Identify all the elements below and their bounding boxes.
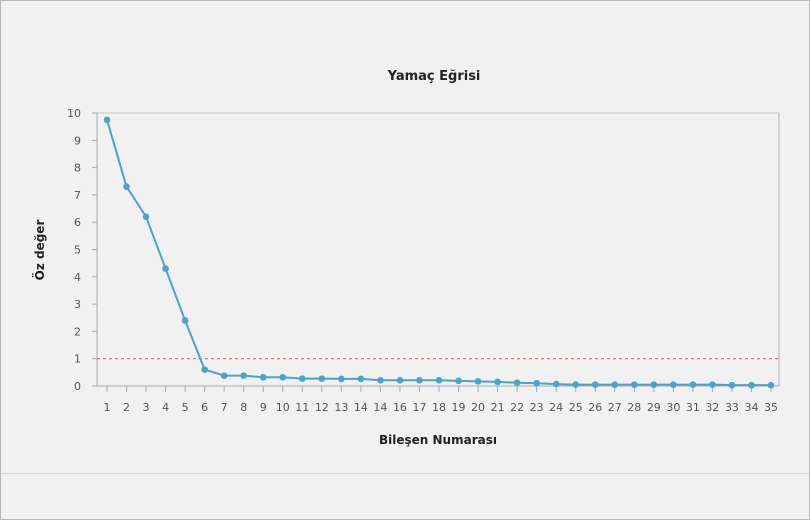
x-tick-label: 22 — [510, 401, 524, 414]
data-point — [572, 381, 580, 388]
data-point — [513, 379, 521, 387]
x-tick-label: 26 — [588, 401, 602, 414]
y-tick-label: 10 — [67, 107, 81, 120]
data-point — [494, 378, 501, 386]
x-tick-label: 23 — [530, 401, 544, 414]
x-tick-label: 11 — [295, 401, 309, 414]
x-tick-label: 28 — [627, 401, 641, 414]
y-tick-label: 4 — [74, 271, 81, 284]
x-tick-label: 12 — [315, 401, 329, 414]
data-point — [357, 375, 365, 383]
data-point — [767, 381, 775, 389]
data-point — [377, 376, 384, 384]
data-point — [220, 372, 228, 379]
x-tick-label: 19 — [452, 401, 466, 414]
y-tick-label: 3 — [74, 298, 81, 311]
x-tick-label: 20 — [471, 401, 485, 414]
x-tick-label: 10 — [276, 401, 290, 414]
y-tick-label: 2 — [74, 325, 81, 338]
x-tick-label: 1 — [104, 401, 111, 414]
data-point — [318, 375, 326, 382]
x-tick-label: 14 — [354, 401, 368, 414]
data-point — [591, 381, 599, 388]
x-tick-label: 29 — [647, 401, 661, 414]
x-tick-label: 7 — [221, 401, 228, 414]
x-tick-label: 14 — [373, 401, 387, 414]
data-point — [181, 317, 189, 324]
data-point — [552, 380, 560, 388]
y-tick-label: 9 — [74, 134, 81, 147]
data-point — [416, 376, 423, 384]
x-tick-label: 18 — [432, 401, 446, 414]
data-point — [611, 381, 619, 388]
data-point — [201, 366, 208, 373]
data-point — [162, 265, 169, 272]
data-point — [338, 375, 345, 383]
chart-title: Yamaç Eğrisi — [387, 69, 481, 84]
x-tick-label: 24 — [549, 401, 563, 414]
y-axis-label: Öz değer — [32, 220, 47, 281]
data-point — [709, 381, 716, 388]
y-tick-label: 1 — [74, 353, 81, 366]
data-point — [533, 379, 540, 387]
data-point — [689, 381, 697, 388]
x-tick-label: 6 — [201, 401, 208, 414]
data-point — [650, 381, 658, 388]
data-point — [748, 381, 755, 389]
divider — [1, 473, 809, 474]
data-point — [396, 376, 404, 384]
y-tick-label: 5 — [74, 244, 81, 257]
data-point — [474, 378, 482, 385]
x-tick-label: 33 — [725, 401, 739, 414]
y-tick-label: 7 — [74, 189, 81, 202]
x-tick-label: 27 — [608, 401, 622, 414]
data-point — [240, 372, 248, 379]
x-axis-label: Bileşen Numarası — [379, 433, 497, 447]
x-tick-label: 4 — [162, 401, 169, 414]
data-point — [670, 381, 677, 388]
data-point — [455, 377, 462, 385]
data-point — [103, 116, 111, 124]
x-tick-label: 8 — [240, 401, 247, 414]
x-tick-label: 2 — [123, 401, 130, 414]
y-tick-label: 0 — [74, 380, 81, 393]
y-tick-label: 8 — [74, 162, 81, 175]
x-tick-label: 3 — [143, 401, 150, 414]
x-tick-label: 31 — [686, 401, 700, 414]
data-point — [298, 375, 306, 382]
data-point — [630, 381, 638, 388]
x-tick-label: 30 — [666, 401, 680, 414]
x-tick-label: 25 — [569, 401, 583, 414]
x-tick-label: 17 — [412, 401, 426, 414]
x-tick-label: 34 — [744, 401, 758, 414]
data-point — [435, 376, 443, 384]
x-tick-label: 9 — [260, 401, 267, 414]
x-tick-label: 21 — [491, 401, 505, 414]
data-point — [123, 183, 130, 191]
data-point — [142, 213, 150, 221]
x-tick-label: 13 — [334, 401, 348, 414]
data-point — [259, 373, 267, 381]
data-point — [279, 373, 287, 381]
series-line — [106, 119, 771, 387]
x-tick-label: 5 — [182, 401, 189, 414]
x-tick-label: 32 — [705, 401, 719, 414]
x-tick-label: 16 — [393, 401, 407, 414]
y-tick-label: 6 — [74, 216, 81, 229]
data-point — [728, 381, 736, 389]
x-tick-label: 35 — [764, 401, 778, 414]
